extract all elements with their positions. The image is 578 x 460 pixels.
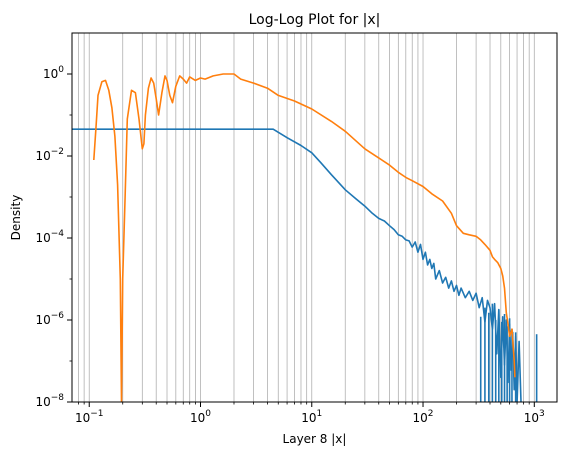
series-line-2 [93,73,516,402]
y-tick-exponent: −6 [51,311,65,321]
x-tick-exponent: 2 [428,409,434,419]
y-tick-exponent: −2 [51,147,64,157]
y-tick-base: 10 [43,67,58,81]
x-tick-exponent: −1 [90,409,103,419]
x-tick-base: 10 [190,411,205,425]
x-tick-base: 10 [75,411,90,425]
y-axis-label: Density [9,195,23,241]
plot-frame [71,32,558,403]
x-tick-exponent: 3 [539,409,545,419]
y-tick-label: 100 [43,65,64,81]
y-tick-base: 10 [35,231,50,245]
x-tick-label: 10−1 [75,409,104,425]
y-tick-exponent: −4 [51,229,65,239]
y-tick-label: 10−4 [35,229,64,245]
x-tick-label: 102 [413,409,434,425]
series-line-1 [72,128,522,402]
x-tick-label: 101 [301,409,322,425]
y-tick-exponent: −8 [51,393,65,403]
chart-title: Log-Log Plot for |x| [249,12,381,28]
y-tick-label: 10−8 [35,393,64,409]
y-tick-label: 10−6 [35,311,64,327]
y-tick-base: 10 [35,395,50,409]
y-tick-label: 10−2 [35,147,64,163]
grid-lines [78,33,535,402]
x-axis-label: Layer 8 |x| [283,432,347,446]
y-tick-base: 10 [35,313,50,327]
x-tick-base: 10 [301,411,316,425]
y-tick-exponent: 0 [58,65,64,75]
series-layer [72,73,538,402]
x-tick-base: 10 [413,411,428,425]
x-tick-exponent: 1 [317,409,323,419]
x-tick-exponent: 0 [205,409,211,419]
x-tick-base: 10 [524,411,539,425]
x-tick-label: 100 [190,409,211,425]
x-tick-label: 103 [524,409,545,425]
y-tick-base: 10 [35,149,50,163]
